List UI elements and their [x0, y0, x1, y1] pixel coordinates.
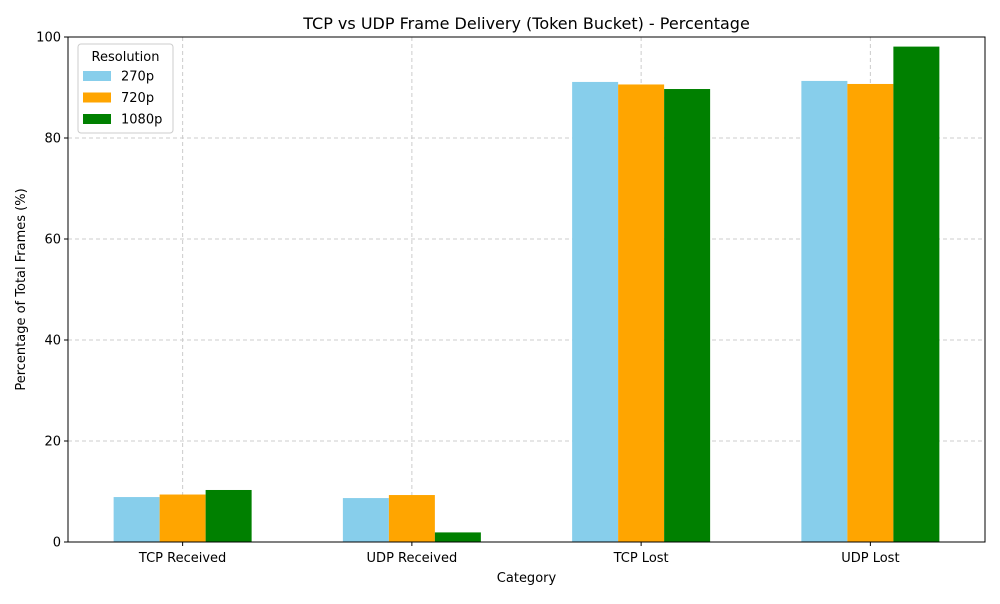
bar-1080p-tcp-lost: [664, 89, 711, 542]
x-tick-label: TCP Received: [138, 551, 226, 566]
legend-box: [77, 43, 174, 134]
y-tick-label: 80: [44, 132, 61, 147]
legend-title: Resolution: [92, 50, 160, 65]
x-axis-ticks: TCP Received UDP Received TCP Lost UDP Lost: [138, 542, 900, 566]
y-tick-label: 60: [44, 233, 61, 248]
legend-swatch: [83, 71, 111, 81]
legend-swatch: [83, 92, 111, 103]
bar-270p-udp-lost: [801, 80, 848, 542]
legend-items: 270p 720p 1080p: [83, 70, 162, 128]
y-tick-label: 100: [36, 31, 61, 46]
legend-label: 1080p: [121, 113, 162, 128]
plot-frame: [67, 36, 986, 543]
bar-1080p-udp-received: [434, 532, 481, 542]
chart-title: TCP vs UDP Frame Delivery (Token Bucket)…: [302, 14, 750, 33]
bars: [113, 46, 940, 542]
x-tick-label: TCP Lost: [613, 551, 669, 566]
x-axis-label: Category: [497, 571, 557, 586]
y-axis-ticks: 0 20 40 60 80 100: [36, 31, 68, 551]
x-tick-label: UDP Lost: [841, 551, 899, 566]
y-tick-label: 0: [53, 536, 61, 551]
y-tick-label: 40: [44, 334, 61, 349]
bar-270p-tcp-lost: [572, 81, 619, 542]
bar-720p-udp-lost: [847, 83, 894, 542]
legend-swatch: [83, 114, 111, 124]
bar-1080p-tcp-received: [205, 489, 252, 542]
y-axis-label: Percentage of Total Frames (%): [14, 188, 29, 390]
legend: Resolution 270p 720p 1080p: [77, 43, 174, 134]
x-tick-label: UDP Received: [367, 551, 458, 566]
bar-270p-udp-received: [342, 498, 389, 542]
legend-label: 270p: [121, 70, 154, 85]
bar-270p-tcp-received: [113, 497, 160, 542]
bar-1080p-udp-lost: [893, 46, 940, 542]
y-tick-label: 20: [44, 435, 61, 450]
bar-720p-tcp-received: [159, 494, 206, 542]
bar-720p-udp-received: [388, 495, 435, 542]
bar-720p-tcp-lost: [618, 84, 665, 542]
legend-label: 720p: [121, 91, 154, 106]
